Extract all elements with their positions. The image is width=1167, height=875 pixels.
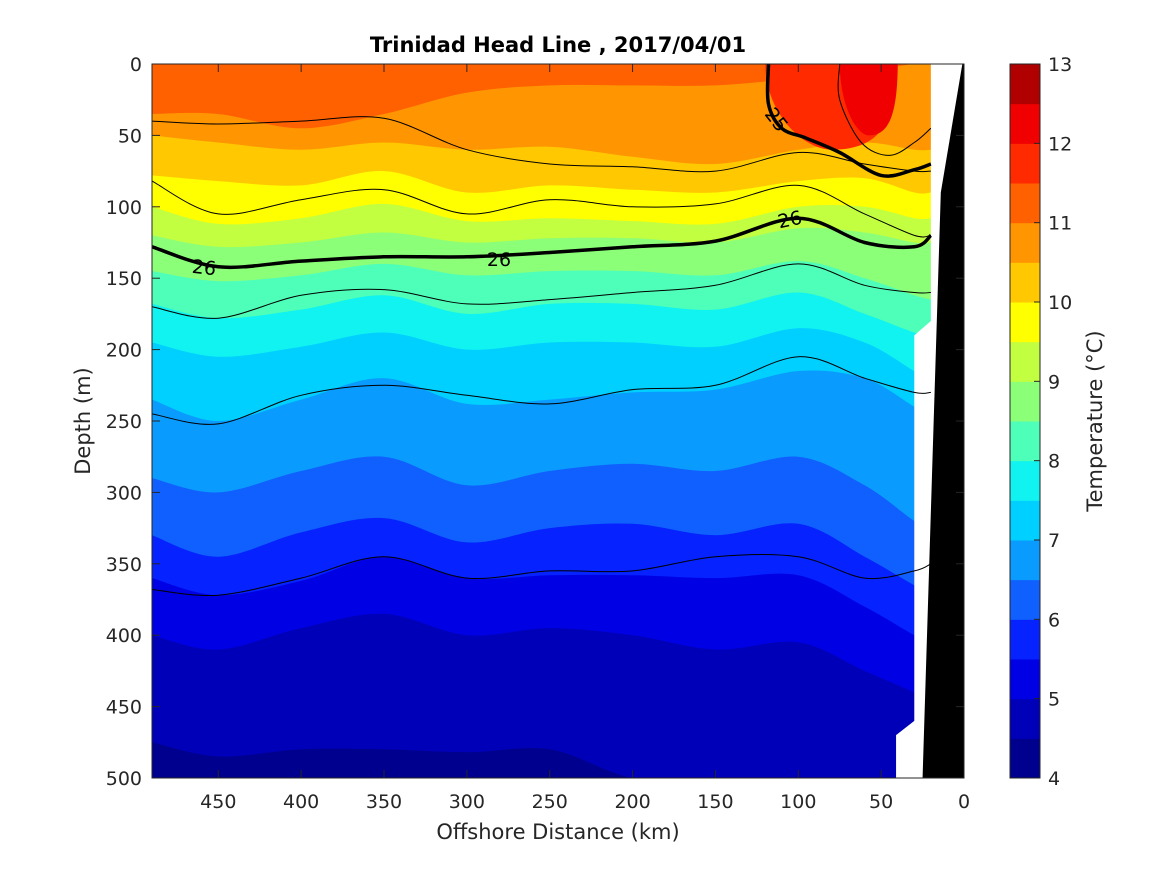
x-tick-label: 200 xyxy=(614,791,650,813)
colorbar-tick-label: 13 xyxy=(1048,54,1072,76)
colorbar-swatch xyxy=(1010,183,1040,224)
temperature-band-coldest xyxy=(152,742,931,778)
colorbar-tick-label: 10 xyxy=(1048,292,1072,314)
density-contour xyxy=(152,553,932,597)
density-contours xyxy=(152,64,933,597)
x-tick-label: 450 xyxy=(200,791,236,813)
temperature-bands xyxy=(152,64,964,778)
density-contour xyxy=(152,180,931,238)
colorbar-swatch xyxy=(1010,262,1040,303)
colorbar-swatch xyxy=(1010,460,1040,501)
colorbar-tick-label: 6 xyxy=(1048,609,1060,631)
y-tick-label: 500 xyxy=(106,768,142,790)
x-tick-label: 150 xyxy=(697,791,733,813)
colorbar-tick-label: 8 xyxy=(1048,451,1060,473)
y-tick-label: 0 xyxy=(130,54,142,76)
x-tick-label: 350 xyxy=(366,791,402,813)
colorbar-tick-label: 5 xyxy=(1048,689,1060,711)
y-tick-label: 150 xyxy=(106,268,142,290)
colorbar-swatch xyxy=(1010,302,1040,343)
colorbar-frame xyxy=(1009,63,1041,779)
y-axis-label: Depth (m) xyxy=(71,367,95,474)
x-tick-label: 400 xyxy=(283,791,319,813)
x-axis-label: Offshore Distance (km) xyxy=(436,820,679,844)
y-tick-label: 250 xyxy=(106,411,142,433)
colorbar-label: Temperature (°C) xyxy=(1083,330,1107,512)
x-tick-label: 100 xyxy=(780,791,816,813)
colorbar-tick-label: 9 xyxy=(1048,371,1060,393)
y-tick-label: 50 xyxy=(118,125,142,147)
colorbar-tick-label: 7 xyxy=(1048,530,1060,552)
seafloor xyxy=(922,64,964,778)
y-axis: 0 50 100 150 200 250 300 350 400 450 500 xyxy=(106,54,964,790)
density-contour xyxy=(152,116,931,173)
colorbar-tick-label: 11 xyxy=(1048,213,1072,235)
colorbar-swatch xyxy=(1010,381,1040,422)
contour-label-26-left: 26 xyxy=(191,256,217,280)
x-tick-label: 0 xyxy=(958,791,970,813)
colorbar-swatch xyxy=(1010,341,1040,382)
y-tick-label: 200 xyxy=(106,340,142,362)
colorbar-tick-label: 4 xyxy=(1048,768,1060,790)
warm-patches xyxy=(765,64,898,150)
y-tick-label: 400 xyxy=(106,625,142,647)
x-tick-label: 50 xyxy=(869,791,893,813)
colorbar-swatch xyxy=(1010,143,1040,184)
colorbar xyxy=(1010,64,1040,779)
colorbar-swatch xyxy=(1010,540,1040,581)
plot-area xyxy=(152,64,964,778)
colorbar-swatch xyxy=(1010,103,1040,144)
density-contour xyxy=(837,64,932,156)
colorbar-swatch xyxy=(1010,222,1040,263)
colorbar-ticks: 4 5 6 7 8 9 10 11 12 13 xyxy=(1034,54,1072,790)
colorbar-swatch xyxy=(1010,698,1040,739)
colorbar-swatch xyxy=(1010,579,1040,620)
colorbar-swatch xyxy=(1010,64,1040,105)
bathymetry-mask xyxy=(896,64,964,778)
y-tick-label: 350 xyxy=(106,554,142,576)
chart-title: Trinidad Head Line , 2017/04/01 xyxy=(370,33,746,57)
contour-label-26-mid: 26 xyxy=(487,249,511,271)
density-contour-25 xyxy=(765,64,932,178)
contour-label-26-right: 26 xyxy=(776,207,804,234)
y-tick-label: 450 xyxy=(106,697,142,719)
colorbar-swatch xyxy=(1010,659,1040,700)
warm-patch xyxy=(839,64,898,136)
x-tick-label: 300 xyxy=(449,791,485,813)
colorbar-swatch xyxy=(1010,738,1040,779)
colorbar-swatch xyxy=(1010,619,1040,660)
x-tick-label: 250 xyxy=(532,791,568,813)
y-tick-label: 100 xyxy=(106,197,142,219)
density-contour xyxy=(152,356,931,425)
x-axis: 450 400 350 300 250 200 150 100 50 0 xyxy=(200,64,970,813)
density-contour-bold xyxy=(152,216,933,270)
temperature-band xyxy=(152,64,964,129)
colorbar-swatch xyxy=(1010,421,1040,462)
y-tick-label: 300 xyxy=(106,482,142,504)
colorbar-swatch xyxy=(1010,500,1040,541)
colorbar-tick-label: 12 xyxy=(1048,133,1072,155)
density-contour xyxy=(152,263,931,319)
